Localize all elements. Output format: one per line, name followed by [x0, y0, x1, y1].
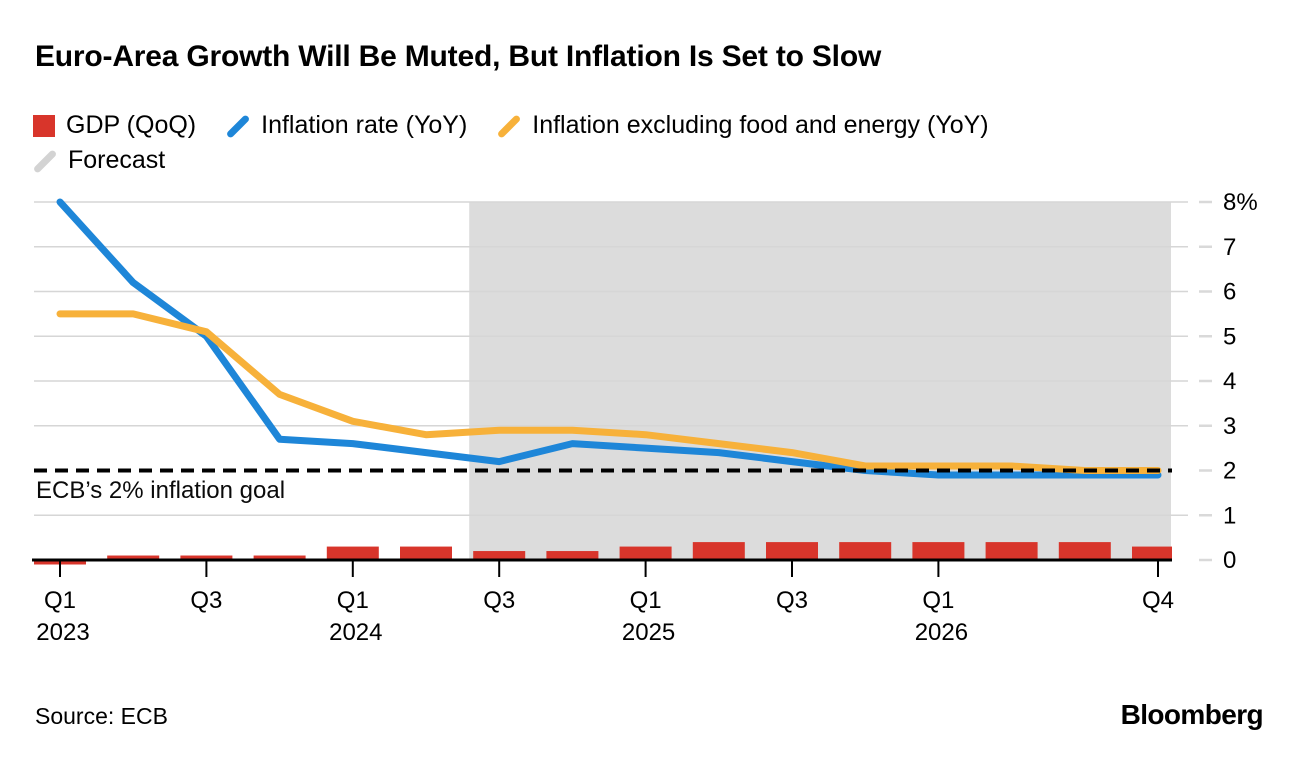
legend-row-1: GDP (QoQ) Inflation rate (YoY) Inflation e… [33, 108, 989, 143]
y-axis-labels: 0 1 2 3 4 5 6 7 8% [1199, 189, 1258, 574]
svg-text:Q3: Q3 [483, 587, 515, 614]
legend-item-1: Inflation rate (YoY) [225, 111, 468, 140]
gridlines [34, 201, 1188, 516]
x-axis-labels: Q1 2023 Q3 Q1 2024 Q3 Q1 2025 Q3 Q1 2026 Q4 [36, 561, 1174, 646]
legend-label: Inflation excluding food and energy (YoY… [532, 111, 989, 139]
svg-text:Q3: Q3 [776, 587, 808, 614]
legend-row-2: Forecast [32, 143, 989, 178]
chart-title: Euro-Area Growth Will Be Muted, But Infl… [35, 40, 882, 73]
inflation-rate-line [56, 198, 1162, 479]
svg-text:1: 1 [1223, 502, 1236, 529]
gdp-bars [34, 542, 1172, 565]
legend-swatch-slash [225, 113, 251, 139]
chart-area: 0 1 2 3 4 5 6 7 8% Q1 2023 Q3 Q1 2024 Q3 Q1 2025 Q3 Q1 2026… [0, 189, 1296, 670]
svg-text:Q1: Q1 [337, 587, 369, 614]
legend-swatch-slash [496, 113, 522, 139]
legend-label: Inflation rate (YoY) [261, 111, 468, 139]
svg-text:3: 3 [1223, 413, 1236, 440]
core-inflation-line [56, 310, 1162, 474]
legend-item-0: GDP (QoQ) [33, 111, 196, 140]
legend: GDP (QoQ) Inflation rate (YoY) Inflation e… [32, 108, 989, 178]
svg-text:Q1: Q1 [922, 587, 954, 614]
legend-item-3: Forecast [32, 146, 166, 175]
svg-text:2026: 2026 [915, 619, 968, 646]
svg-text:2024: 2024 [329, 619, 382, 646]
svg-text:2023: 2023 [36, 619, 89, 646]
legend-swatch-square [33, 114, 55, 137]
svg-text:2: 2 [1223, 458, 1236, 485]
legend-label: Forecast [68, 146, 166, 174]
legend-item-2: Inflation excluding food and energy (YoY… [496, 111, 989, 140]
svg-text:Q4: Q4 [1142, 587, 1174, 614]
bloomberg-logo: Bloomberg [1120, 699, 1264, 730]
svg-text:2025: 2025 [622, 619, 675, 646]
svg-text:6: 6 [1223, 279, 1236, 306]
svg-text:5: 5 [1223, 323, 1236, 350]
svg-text:Q1: Q1 [44, 587, 76, 614]
chart-plot: 0 1 2 3 4 5 6 7 8% Q1 2023 Q3 Q1 2024 Q3 Q1 2025 Q3 Q1 2026… [32, 189, 1258, 646]
svg-text:8%: 8% [1223, 190, 1258, 216]
svg-text:4: 4 [1223, 368, 1236, 395]
inflation-goal-annotation: ECB’s 2% inflation goal [36, 477, 286, 504]
source-label: Source: ECB [35, 703, 168, 729]
legend-swatch-slash [32, 148, 58, 174]
svg-text:Q3: Q3 [190, 587, 222, 614]
svg-text:7: 7 [1223, 234, 1236, 261]
legend-label: GDP (QoQ) [66, 111, 197, 139]
svg-text:0: 0 [1223, 547, 1236, 574]
svg-text:Q1: Q1 [630, 587, 662, 614]
